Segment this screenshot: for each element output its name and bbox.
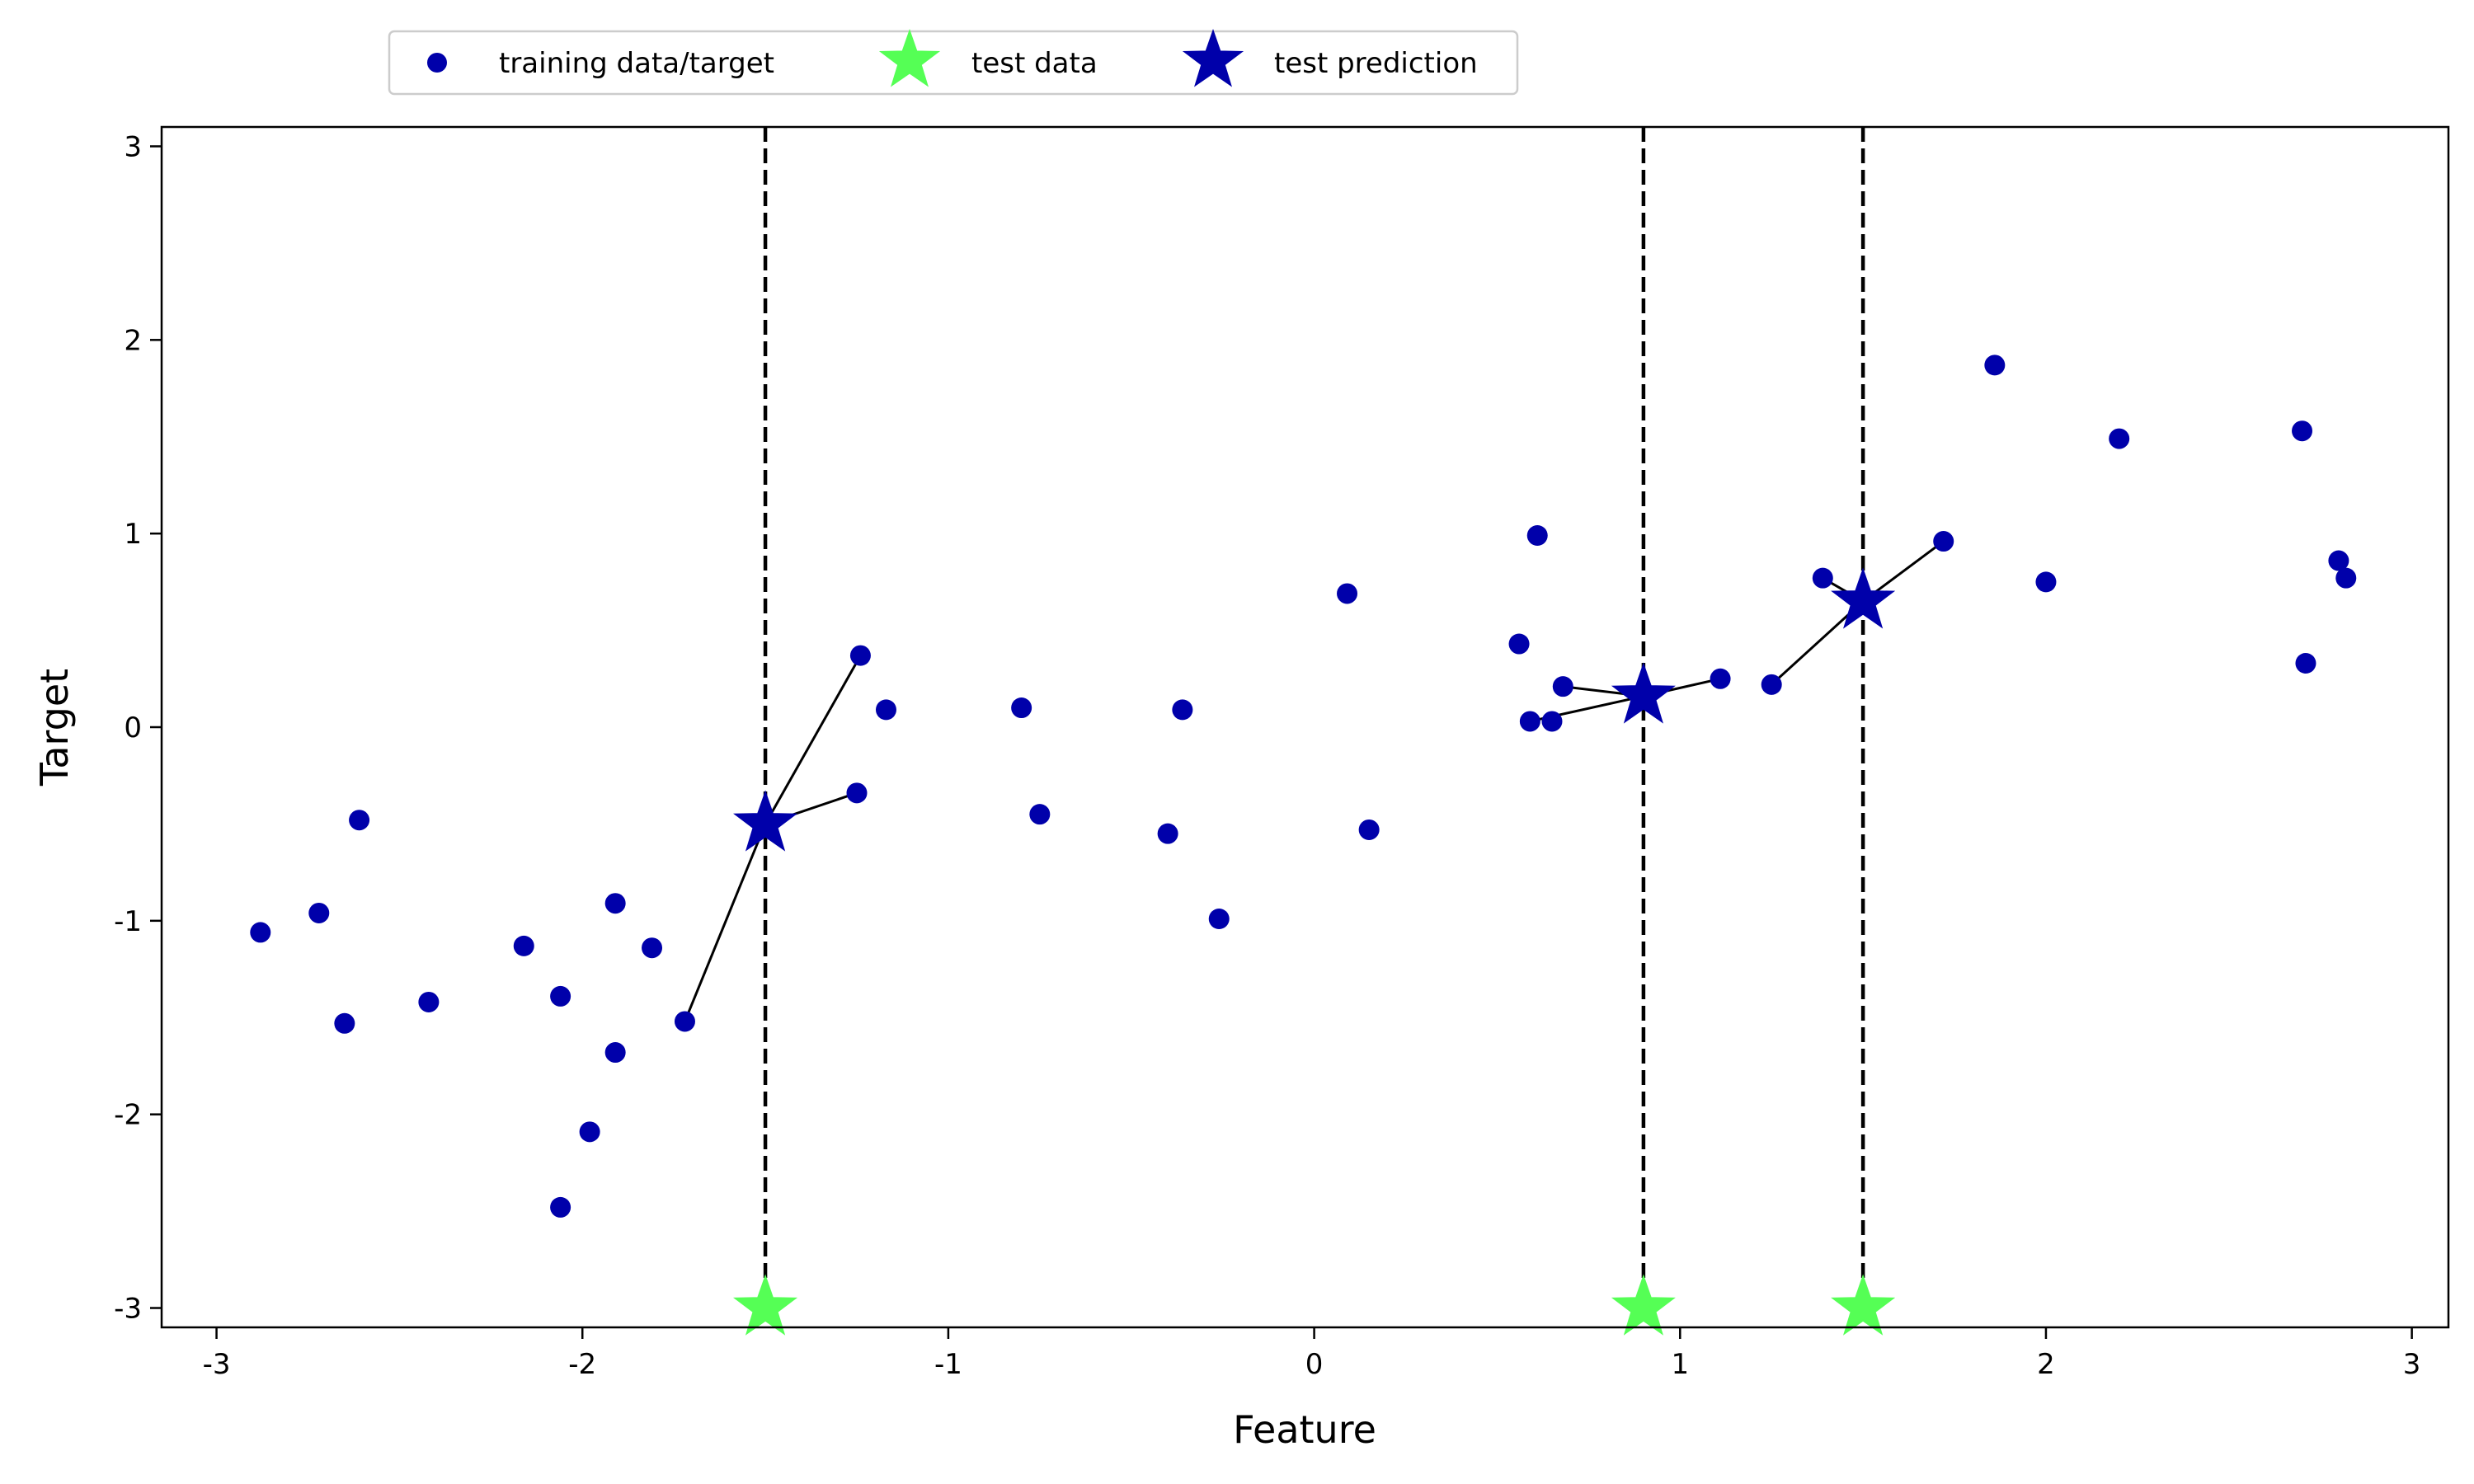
legend-test-prediction-marker — [1182, 28, 1244, 87]
training-point — [1761, 674, 1782, 695]
training-point — [2335, 567, 2357, 589]
training-points — [250, 355, 2357, 1218]
training-point — [1011, 697, 1032, 719]
training-point — [846, 782, 868, 804]
training-point — [1508, 633, 1530, 655]
training-point — [1519, 711, 1540, 732]
test-data-star — [1611, 1274, 1676, 1336]
training-point — [349, 810, 370, 831]
y-tick-label: -3 — [114, 1293, 142, 1326]
training-point — [604, 893, 626, 914]
training-point — [1710, 668, 1731, 689]
test-data-points — [733, 1274, 1896, 1336]
test-data-star — [733, 1274, 798, 1336]
training-point — [334, 1012, 355, 1034]
training-point — [2295, 653, 2316, 674]
training-point — [1029, 804, 1051, 825]
x-tick-label: 1 — [1671, 1348, 1689, 1381]
training-point — [550, 985, 571, 1007]
x-tick-label: -3 — [203, 1348, 231, 1381]
y-axis-ticks: -3 -2 -1 0 1 2 3 — [114, 130, 162, 1326]
training-point — [513, 935, 534, 956]
training-point — [2035, 571, 2057, 593]
training-point — [1984, 355, 2006, 376]
y-tick-label: 2 — [124, 324, 142, 357]
y-tick-label: 0 — [124, 711, 142, 744]
training-point — [1526, 525, 1548, 547]
legend-test-data-label: test data — [971, 47, 1098, 80]
training-point — [418, 991, 440, 1012]
x-tick-label: 2 — [2037, 1348, 2055, 1381]
training-point — [1157, 823, 1178, 844]
training-point — [604, 1042, 626, 1064]
training-point — [250, 922, 271, 943]
test-data-star — [1831, 1274, 1896, 1336]
training-point — [1337, 583, 1358, 604]
training-point — [1208, 908, 1230, 929]
training-point — [579, 1121, 600, 1143]
test-prediction-star — [1611, 662, 1676, 724]
training-point — [1541, 711, 1563, 732]
y-tick-label: -2 — [114, 1099, 142, 1132]
training-point — [2292, 420, 2313, 442]
legend: training data/target test data test pred… — [388, 28, 1519, 96]
training-point — [875, 699, 896, 721]
training-point — [1552, 676, 1573, 697]
test-point-guides — [763, 127, 1865, 1327]
training-point — [1812, 567, 1833, 589]
y-tick-label: 1 — [124, 518, 142, 551]
y-tick-label: -1 — [114, 905, 142, 938]
test-prediction-star — [733, 790, 798, 852]
x-axis-ticks: -3 -2 -1 0 1 2 3 — [203, 1327, 2421, 1381]
x-tick-label: 3 — [2403, 1348, 2421, 1381]
legend-test-data-marker — [878, 28, 941, 87]
training-point — [642, 937, 663, 959]
training-point — [1172, 699, 1193, 721]
training-point — [308, 902, 330, 923]
plot-area — [162, 127, 2448, 1327]
x-tick-label: -1 — [934, 1348, 962, 1381]
training-point — [1933, 531, 1954, 552]
x-axis-label: Feature — [1233, 1407, 1376, 1452]
training-point — [849, 645, 871, 666]
x-tick-label: -2 — [568, 1348, 596, 1381]
y-axis-label: Target — [32, 669, 77, 787]
neighbor-link-line — [764, 655, 862, 825]
legend-test-prediction-label: test prediction — [1274, 47, 1478, 80]
training-point — [1358, 819, 1380, 840]
test-prediction-points — [733, 567, 1896, 852]
test-prediction-star — [1831, 567, 1896, 629]
training-point — [2109, 428, 2130, 449]
legend-training-label: training data/target — [499, 47, 774, 80]
legend-box — [388, 30, 1519, 96]
x-tick-label: 0 — [1305, 1348, 1324, 1381]
y-tick-label: 3 — [124, 130, 142, 163]
legend-training-marker — [427, 53, 447, 73]
training-point — [2328, 550, 2349, 571]
training-point — [674, 1011, 695, 1032]
training-point — [550, 1196, 571, 1218]
neighbor-link-line — [684, 823, 767, 1022]
